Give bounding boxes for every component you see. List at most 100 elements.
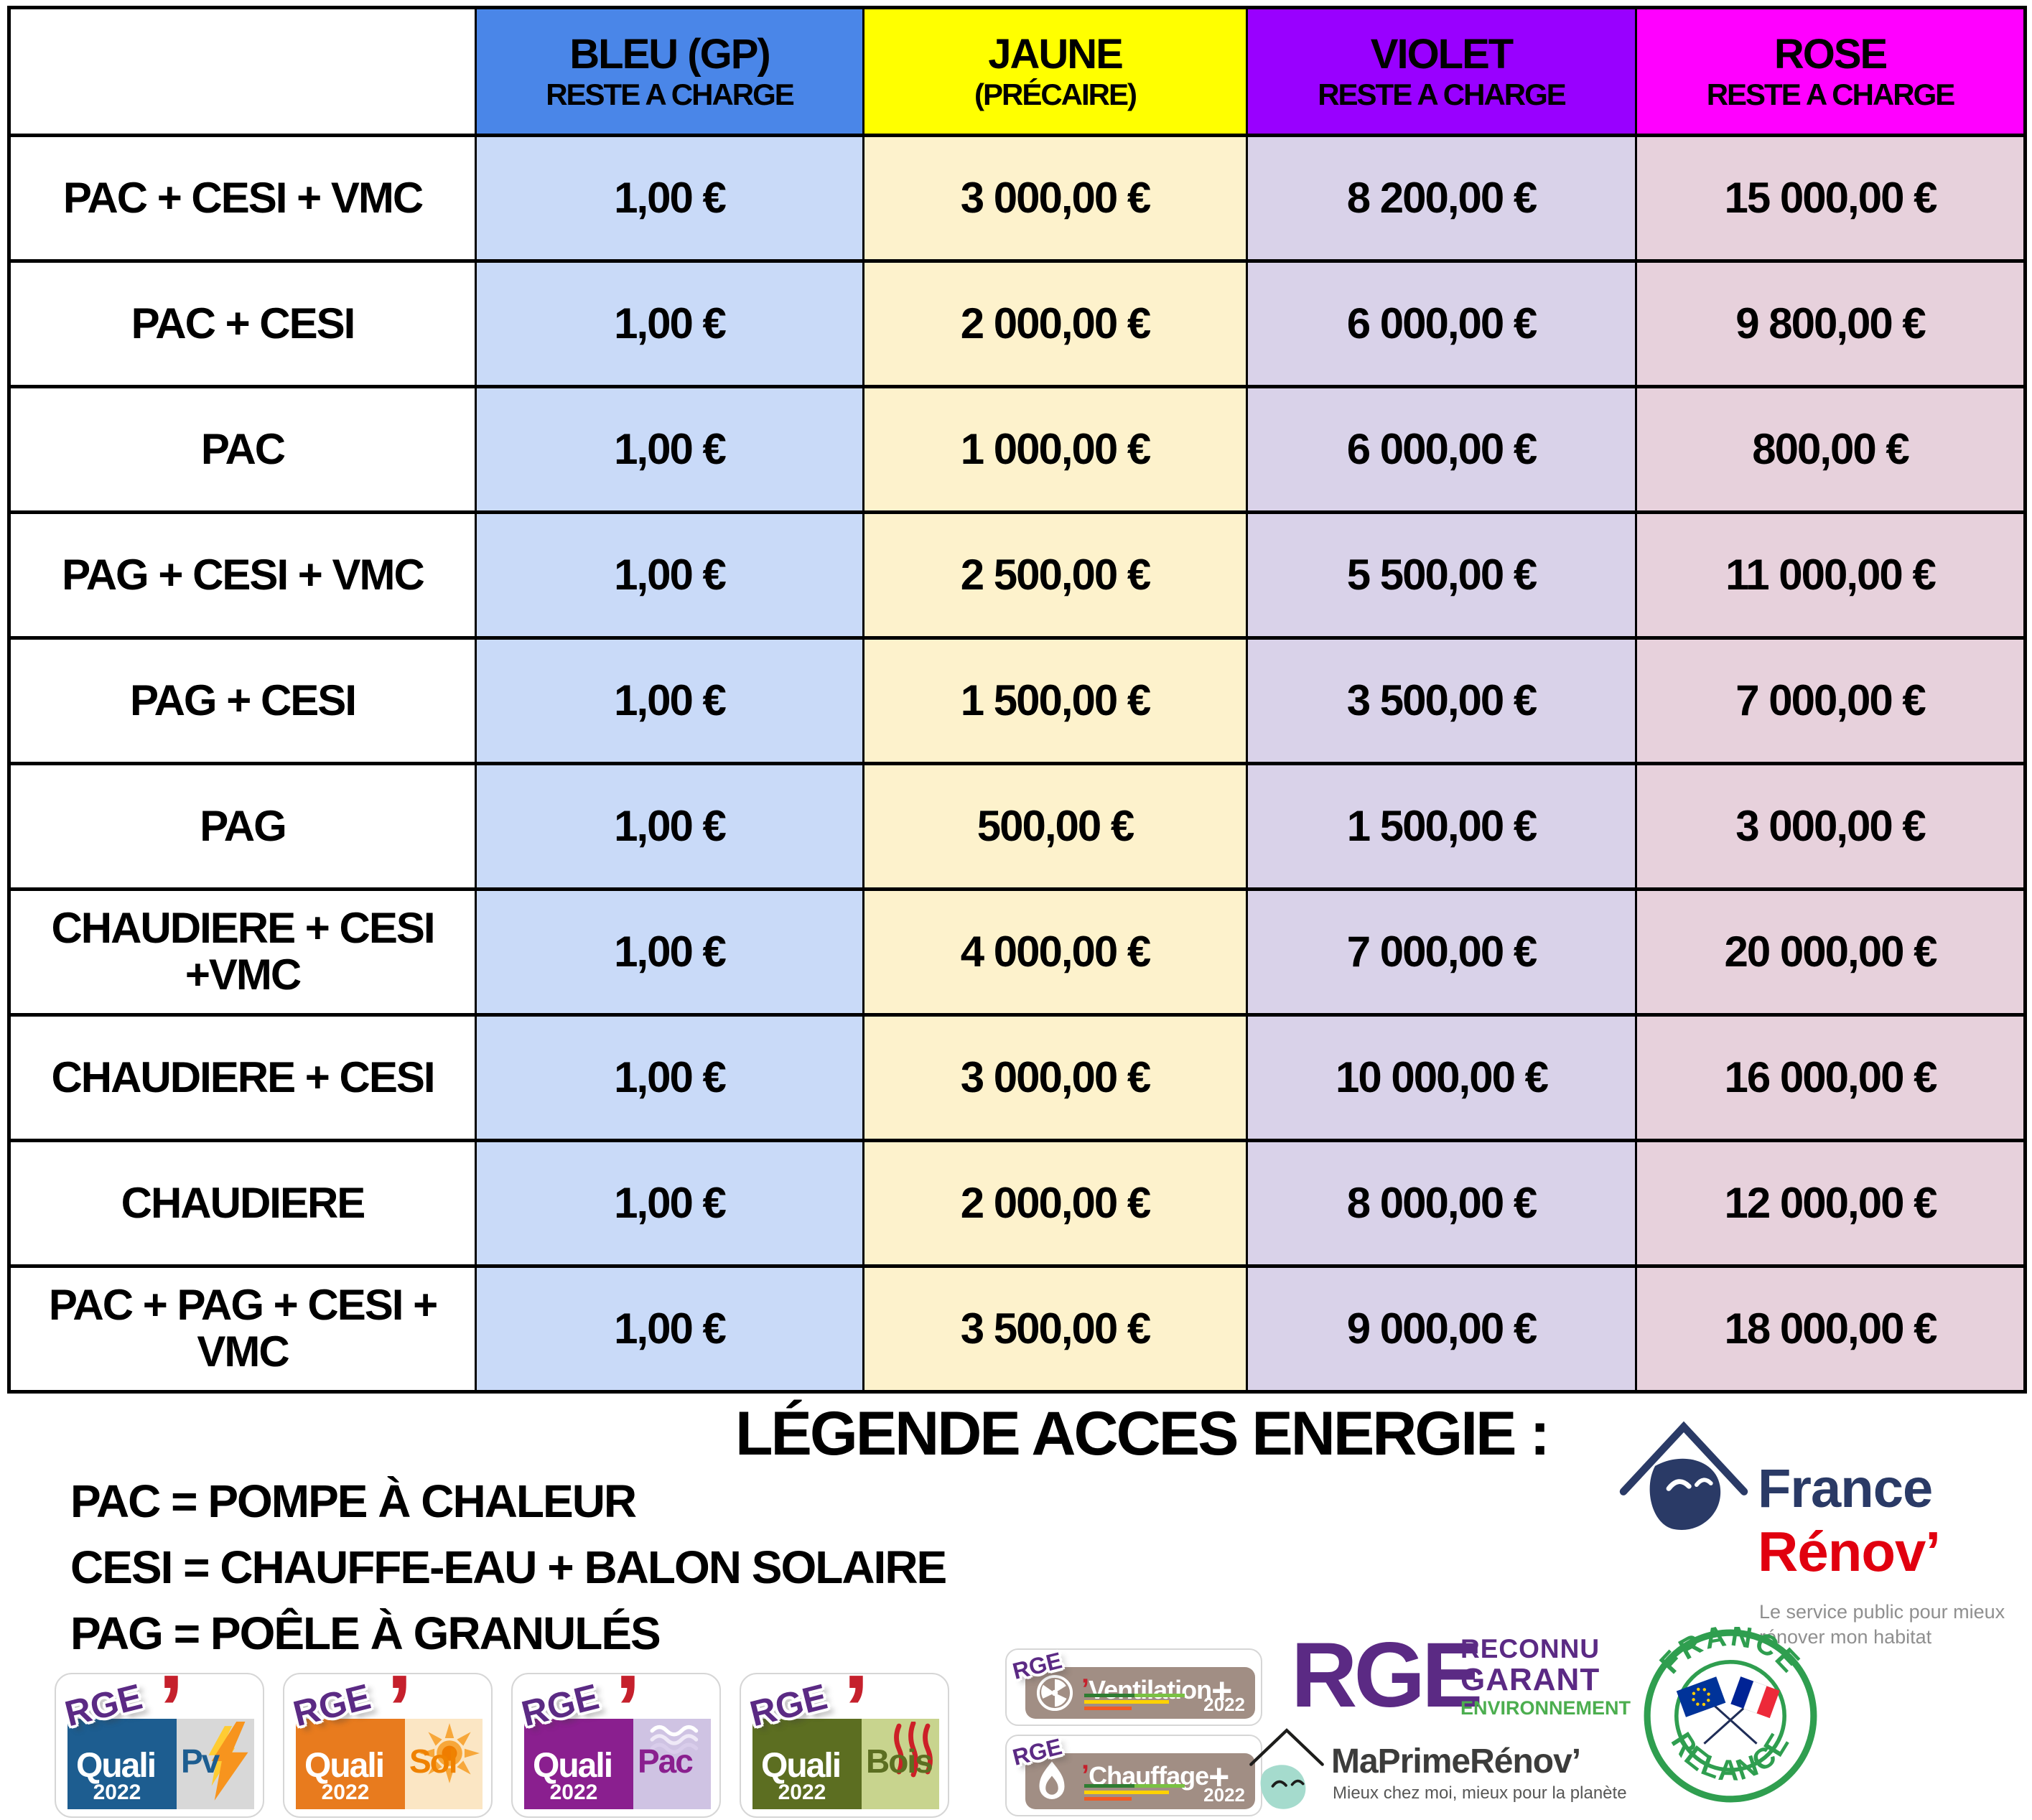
- price-cell: 1 500,00 €: [1246, 762, 1637, 891]
- price-cell: 15 000,00 €: [1635, 134, 2026, 263]
- plus-sign: +: [1208, 1757, 1229, 1797]
- column-subtitle: RESTE A CHARGE: [546, 78, 795, 112]
- row-label: PAG + CESI + VMC: [8, 510, 477, 640]
- quali-year: 2022: [321, 1781, 370, 1804]
- table-header: BLEU (GP) RESTE A CHARGE JAUNE (PRÉCAIRE) VI…: [8, 6, 2026, 137]
- price-cell: 3 500,00 €: [1246, 636, 1637, 765]
- svg-text:RELANCE: RELANCE: [1665, 1727, 1796, 1787]
- table-body: PAC + CESI + VMC 1,00 €3 000,00 €8 200,00…: [8, 134, 2026, 1394]
- column-subtitle: RESTE A CHARGE: [1706, 78, 1956, 112]
- pricing-table: BLEU (GP) RESTE A CHARGE JAUNE (PRÉCAIRE) VI…: [7, 6, 2027, 1394]
- tagline-line1: Le service public pour mieux: [1759, 1601, 2005, 1623]
- row-label: PAC + CESI: [8, 259, 477, 388]
- column-title: BLEU (GP): [569, 30, 770, 78]
- price-cell: 1,00 €: [475, 887, 864, 1017]
- price-cell: 3 000,00 €: [1635, 762, 2026, 891]
- maprimerenov-logo: MaPrimeRénov’ Mieux chez moi, mieux pour…: [1248, 1722, 1672, 1820]
- table-row: PAC + CESI + VMC 1,00 €3 000,00 €8 200,00…: [8, 134, 2026, 263]
- quali-brand: Quali: [533, 1747, 613, 1785]
- comma-icon: ’: [1081, 1760, 1089, 1791]
- france-renov-name-1: France: [1758, 1458, 1933, 1519]
- price-cell: 11 000,00 €: [1635, 510, 2026, 640]
- rge-qualipv-logo: RGE’ Quali 2022 Pv: [55, 1661, 264, 1818]
- price-cell: 10 000,00 €: [1246, 1013, 1637, 1142]
- heat-lines-icon: [894, 1722, 933, 1778]
- quali-brand: Quali: [304, 1747, 385, 1785]
- column-header-jaune: JAUNE (PRÉCAIRE): [862, 6, 1248, 137]
- row-label: PAC + PAG + CESI + VMC: [8, 1264, 477, 1394]
- column-header-violet: VIOLET RESTE A CHARGE: [1246, 6, 1637, 137]
- legend-title: LÉGENDE ACCES ENERGIE :: [735, 1399, 1550, 1468]
- plus-inner-panel: ’Chauffage+ 2022: [1025, 1753, 1255, 1809]
- column-header-bleugp: BLEU (GP) RESTE A CHARGE: [475, 6, 864, 137]
- column-header-rose: ROSE RESTE A CHARGE: [1635, 6, 2026, 137]
- rge-chauffageplus-logo: RGE ’Chauffage+ 2022: [1005, 1733, 1262, 1816]
- quali-side-box: Pac: [633, 1719, 711, 1809]
- france-relance-seal: FRANCE RELANCE: [1644, 1619, 1817, 1803]
- quali-side-box: Pv: [177, 1719, 254, 1809]
- price-cell: 6 000,00 €: [1246, 259, 1637, 388]
- quali-suffix: Sol: [409, 1742, 458, 1780]
- comma-icon: ’: [158, 1656, 185, 1761]
- rge-certification-logo: RGE RECONNU GARANT ENVIRONNEMENT: [1291, 1624, 1672, 1727]
- quali-year: 2022: [93, 1781, 141, 1804]
- quali-side-box: Sol: [405, 1719, 483, 1809]
- sun-icon: [419, 1723, 480, 1783]
- price-cell: 1,00 €: [475, 134, 864, 263]
- quali-year: 2022: [778, 1781, 826, 1804]
- price-cell: 8 200,00 €: [1246, 134, 1637, 263]
- france-renov-logo: France Rénov’ Le service public pour mie…: [1616, 1407, 2018, 1658]
- table-row: PAG + CESI 1,00 €1 500,00 €3 500,00 €7 00…: [8, 636, 2026, 765]
- row-label: PAC: [8, 385, 477, 514]
- row-label: CHAUDIERE: [8, 1139, 477, 1268]
- plus-year: 2022: [1203, 1694, 1245, 1715]
- price-cell: 3 500,00 €: [862, 1264, 1248, 1394]
- price-cell: 20 000,00 €: [1635, 887, 2026, 1017]
- price-cell: 1,00 €: [475, 510, 864, 640]
- maprimerenov-name: MaPrimeRénov’: [1331, 1742, 1581, 1781]
- row-label: CHAUDIERE + CESI: [8, 1013, 477, 1142]
- price-cell: 12 000,00 €: [1635, 1139, 2026, 1268]
- tagline-line2: rénover mon habitat: [1759, 1626, 1932, 1648]
- rge-word-garant: GARANT: [1460, 1662, 1600, 1697]
- eu-flag-icon: [1676, 1676, 1726, 1717]
- france-renov-house-icon: [1619, 1421, 1748, 1530]
- table-row: PAC 1,00 €1 000,00 €6 000,00 €800,00 €: [8, 385, 2026, 514]
- price-cell: 1 500,00 €: [862, 636, 1248, 765]
- price-cell: 7 000,00 €: [1246, 887, 1637, 1017]
- table-row: PAG + CESI + VMC 1,00 €2 500,00 €5 500,00…: [8, 510, 2026, 640]
- quali-suffix: Pv: [181, 1742, 220, 1780]
- price-cell: 3 000,00 €: [862, 134, 1248, 263]
- table-row: PAC + PAG + CESI + VMC 1,00 €3 500,00 €9 …: [8, 1264, 2026, 1394]
- france-relance-logo: FRANCE RELANCE: [1641, 1619, 1819, 1809]
- table-row: CHAUDIERE + CESI +VMC 1,00 €4 000,00 €7 0…: [8, 887, 2026, 1017]
- comma-icon: ’: [1081, 1674, 1089, 1705]
- price-cell: 7 000,00 €: [1635, 636, 2026, 765]
- france-renov-name-2: Rénov’: [1758, 1520, 1941, 1583]
- row-label: PAG + CESI: [8, 636, 477, 765]
- table-row: PAC + CESI 1,00 €2 000,00 €6 000,00 €9 80…: [8, 259, 2026, 388]
- column-subtitle: (PRÉCAIRE): [974, 78, 1137, 112]
- price-cell: 2 500,00 €: [862, 510, 1248, 640]
- price-cell: 1,00 €: [475, 259, 864, 388]
- price-cell: 16 000,00 €: [1635, 1013, 2026, 1142]
- row-label: CHAUDIERE + CESI +VMC: [8, 887, 477, 1017]
- column-title: ROSE: [1774, 30, 1888, 78]
- france-renov-tagline: Le service public pour mieux rénover mon…: [1759, 1600, 2005, 1650]
- price-cell: 9 800,00 €: [1635, 259, 2026, 388]
- plus-label: ’Ventilation+: [1081, 1670, 1232, 1712]
- header-row: BLEU (GP) RESTE A CHARGE JAUNE (PRÉCAIRE) VI…: [8, 6, 2026, 137]
- row-label: PAG: [8, 762, 477, 891]
- table-row: CHAUDIERE + CESI 1,00 €3 000,00 €10 000,0…: [8, 1013, 2026, 1142]
- quali-main-box: Quali 2022: [752, 1719, 862, 1809]
- plus-inner-panel: ’Ventilation+ 2022: [1025, 1667, 1255, 1719]
- price-cell: 800,00 €: [1635, 385, 2026, 514]
- table-row: CHAUDIERE 1,00 €2 000,00 €8 000,00 €12 00…: [8, 1139, 2026, 1268]
- price-cell: 500,00 €: [862, 762, 1248, 891]
- energy-dashes: [1084, 1691, 1199, 1710]
- france-flag-icon: [1730, 1676, 1780, 1719]
- table-row: PAG 1,00 €500,00 €1 500,00 €3 000,00 €: [8, 762, 2026, 891]
- quali-brand: Quali: [76, 1747, 157, 1785]
- price-cell: 18 000,00 €: [1635, 1264, 2026, 1394]
